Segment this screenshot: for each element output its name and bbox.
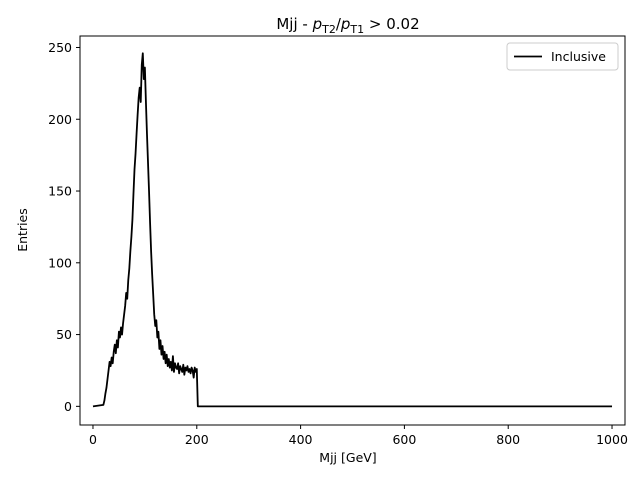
y-axis-ticks: 0 50 100 150 200 250 xyxy=(48,40,80,414)
x-tick-label: 400 xyxy=(289,432,313,447)
x-axis-ticks: 0 200 400 600 800 1000 xyxy=(89,425,628,447)
y-axis-label: Entries xyxy=(15,208,30,252)
chart-title-math-rel: > 0.02 xyxy=(364,15,420,33)
x-tick-label: 200 xyxy=(185,432,209,447)
y-tick-label: 100 xyxy=(48,255,72,270)
chart-title-main: Mjj - xyxy=(276,15,312,33)
legend-label-inclusive: Inclusive xyxy=(551,49,606,64)
legend: Inclusive xyxy=(506,42,619,71)
axes-frame xyxy=(79,35,626,426)
chart-title: Mjj - pT2/pT1 > 0.02 xyxy=(276,15,419,36)
x-tick-label: 0 xyxy=(89,432,97,447)
chart-title-math-a-sub: T2 xyxy=(321,23,336,36)
chart-title-math-a: p xyxy=(312,15,323,33)
chart-title-math-b-sub: T1 xyxy=(349,23,364,36)
y-tick-label: 50 xyxy=(56,327,72,342)
plot-area xyxy=(92,52,613,408)
chart-title-math-slash: / xyxy=(336,15,342,33)
series-line-inclusive xyxy=(92,52,613,408)
y-tick-label: 0 xyxy=(64,399,72,414)
y-tick-label: 250 xyxy=(48,40,72,55)
y-tick-label: 200 xyxy=(48,112,72,127)
legend-box xyxy=(506,42,619,71)
y-tick-label: 150 xyxy=(48,184,72,199)
x-tick-label: 800 xyxy=(496,432,520,447)
x-axis-label: Mjj [GeV] xyxy=(319,450,376,465)
chart-title-math-b: p xyxy=(340,15,351,33)
x-tick-label: 600 xyxy=(392,432,416,447)
x-tick-label: 1000 xyxy=(596,432,628,447)
